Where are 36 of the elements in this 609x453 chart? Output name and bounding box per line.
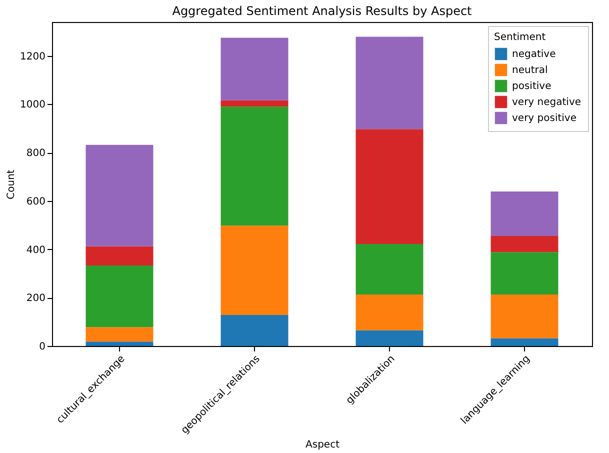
- bar: [490, 191, 558, 236]
- legend-label: very positive: [512, 113, 577, 124]
- chart-title: Aggregated Sentiment Analysis Results by Aspect: [172, 4, 472, 18]
- bar: [220, 315, 288, 346]
- bar: [356, 330, 424, 346]
- bar: [490, 338, 558, 346]
- y-tick-label: 1000: [20, 100, 46, 111]
- bar: [220, 106, 288, 226]
- legend-label: very negative: [512, 97, 582, 108]
- x-axis-title: Aspect: [306, 440, 340, 451]
- legend-title: Sentiment: [494, 32, 546, 43]
- y-tick-label: 400: [26, 244, 46, 256]
- y-tick-label: 1200: [20, 51, 46, 62]
- bar: [356, 129, 424, 244]
- bar: [86, 342, 154, 346]
- bar: [356, 244, 424, 294]
- bar: [490, 294, 558, 338]
- y-tick-label: 200: [26, 293, 46, 304]
- legend-label: negative: [512, 49, 556, 60]
- bar: [220, 226, 288, 316]
- bar: [356, 36, 424, 130]
- y-axis-title: Count: [6, 170, 18, 200]
- bar: [86, 246, 154, 266]
- y-tick-label: 800: [26, 148, 46, 160]
- bar: [220, 38, 288, 100]
- bar: [490, 236, 558, 252]
- bar: [356, 294, 424, 330]
- bar: [86, 265, 154, 328]
- legend-label: positive: [512, 81, 552, 92]
- bar: [490, 252, 558, 294]
- bar: [86, 327, 154, 342]
- legend-label: neutral: [512, 65, 548, 76]
- y-tick-label: 0: [39, 342, 46, 352]
- bar: [86, 144, 154, 246]
- bar: [220, 100, 288, 107]
- y-tick-label: 600: [26, 196, 46, 208]
